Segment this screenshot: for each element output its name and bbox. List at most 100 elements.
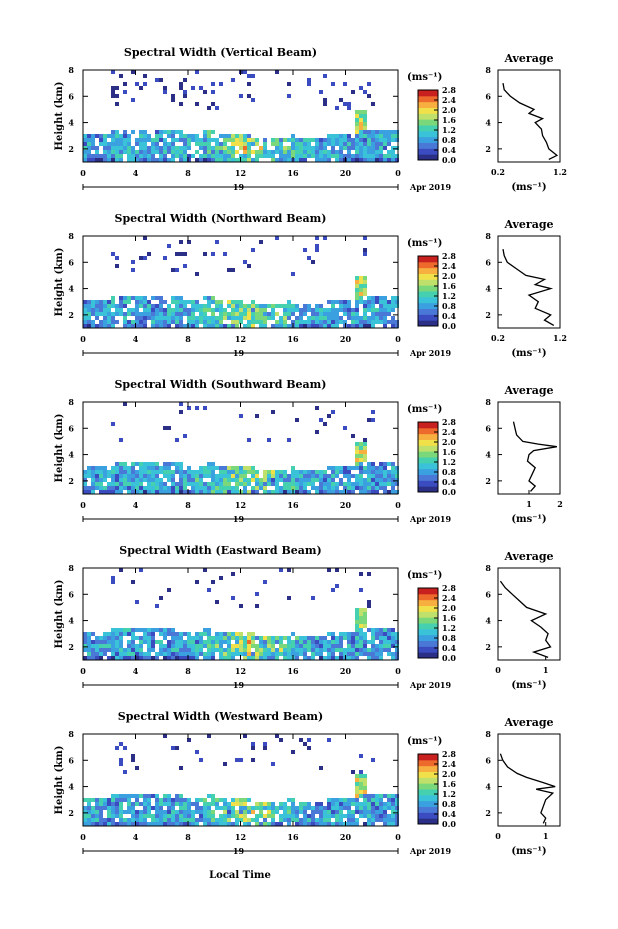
heatmap-cell	[203, 252, 207, 256]
heatmap-cell	[363, 288, 367, 292]
colorbar-segment	[418, 148, 438, 155]
heatmap-cell	[155, 312, 159, 316]
heatmap-cell	[327, 568, 331, 572]
heatmap-cell	[179, 644, 183, 648]
heatmap-cell	[167, 150, 171, 154]
heatmap-cell	[275, 324, 279, 328]
heatmap-cell	[91, 324, 95, 328]
heatmap-cell	[339, 150, 343, 154]
heatmap-cell	[335, 308, 339, 312]
heatmap-cell	[287, 478, 291, 482]
heatmap-cell	[111, 470, 115, 474]
heatmap-cell	[351, 652, 355, 656]
heatmap-cell	[115, 640, 119, 644]
heatmap-cell	[279, 648, 283, 652]
heatmap-cell	[379, 644, 383, 648]
heatmap-cell	[115, 146, 119, 150]
heatmap-cell	[91, 138, 95, 142]
heatmap-cell	[367, 146, 371, 150]
heatmap-cell	[211, 466, 215, 470]
heatmap-cell	[363, 146, 367, 150]
heatmap-cell	[395, 466, 399, 470]
heatmap-cell	[363, 794, 367, 798]
heatmap-cell	[99, 478, 103, 482]
colorbar-segment	[418, 302, 438, 309]
heatmap-cell	[331, 640, 335, 644]
heatmap-cell	[283, 308, 287, 312]
heatmap-cell	[311, 146, 315, 150]
heatmap-cell	[239, 312, 243, 316]
heatmap-cell	[147, 810, 151, 814]
heatmap-cell	[239, 648, 243, 652]
colorbar-segment	[418, 794, 438, 802]
heatmap-cell	[83, 304, 87, 308]
x-tick-label: 0	[80, 334, 86, 344]
heatmap-cell	[355, 790, 359, 794]
heatmap-cell	[187, 324, 191, 328]
heatmap-cell	[139, 134, 143, 138]
heatmap-cell	[103, 822, 107, 826]
x-tick-label: 16	[287, 500, 299, 510]
day-label: 19	[233, 680, 245, 690]
heatmap-cell	[191, 154, 195, 158]
heatmap-cell	[319, 142, 323, 146]
colorbar-tick-label: 1.6	[442, 447, 456, 457]
heatmap-cell	[311, 656, 315, 660]
heatmap-cell	[291, 802, 295, 806]
heatmap-cell	[347, 134, 351, 138]
colorbar-segment	[418, 308, 438, 315]
heatmap-cell	[219, 154, 223, 158]
heatmap-cell	[143, 652, 147, 656]
heatmap-cell	[199, 640, 203, 644]
heatmap-cell	[339, 98, 343, 102]
heatmap-cell	[191, 478, 195, 482]
heatmap-cell	[283, 802, 287, 806]
heatmap-cell	[391, 486, 395, 490]
y-tick-label: 8	[68, 729, 74, 739]
heatmap-cell	[359, 794, 363, 798]
heatmap-cell	[247, 312, 251, 316]
average-y-tick-label: 8	[485, 231, 491, 241]
heatmap-cell	[123, 146, 127, 150]
colorbar-segment	[418, 806, 438, 813]
heatmap-cell	[363, 774, 367, 778]
heatmap-cell	[175, 794, 179, 798]
y-axis-label: Height (km)	[54, 414, 65, 483]
colorbar-segment	[418, 119, 438, 126]
heatmap-cell	[163, 312, 167, 316]
colorbar-tick-label: 2.0	[442, 271, 456, 281]
heatmap-cell	[327, 474, 331, 478]
heatmap-cell	[239, 814, 243, 818]
heatmap-cell	[159, 486, 163, 490]
heatmap-cell	[307, 490, 311, 494]
heatmap-cell	[243, 70, 247, 74]
heatmap-cell	[211, 296, 215, 300]
heatmap-cell	[163, 462, 167, 466]
heatmap-cell	[291, 272, 295, 276]
heatmap-cell	[111, 252, 115, 256]
heatmap-cell	[279, 486, 283, 490]
heatmap-cell	[127, 486, 131, 490]
heatmap-cell	[175, 486, 179, 490]
heatmap-cell	[267, 482, 271, 486]
heatmap-cell	[295, 470, 299, 474]
heatmap-cell	[207, 150, 211, 154]
heatmap-cell	[307, 146, 311, 150]
heatmap-cell	[171, 142, 175, 146]
heatmap-cell	[139, 320, 143, 324]
heatmap-cell	[371, 758, 375, 762]
heatmap-cell	[263, 154, 267, 158]
heatmap-cell	[147, 158, 151, 162]
heatmap-cell	[263, 478, 267, 482]
heatmap-cell	[371, 470, 375, 474]
heatmap-cell	[251, 486, 255, 490]
heatmap-cell	[239, 304, 243, 308]
heatmap-cell	[287, 312, 291, 316]
heatmap-cell	[315, 648, 319, 652]
heatmap-cell	[83, 474, 87, 478]
heatmap-cell	[259, 648, 263, 652]
heatmap-cell	[207, 134, 211, 138]
heatmap-cell	[339, 308, 343, 312]
heatmap-cell	[103, 300, 107, 304]
heatmap-cell	[111, 138, 115, 142]
